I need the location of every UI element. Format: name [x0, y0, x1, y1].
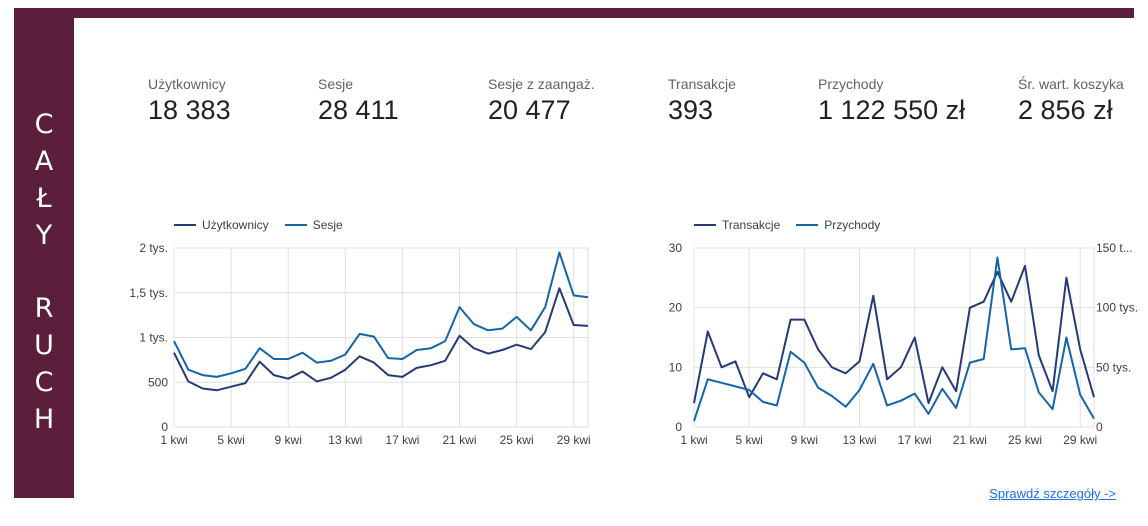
- x-tick-label: 29 kwi: [557, 433, 591, 447]
- kpi-label: Transakcje: [668, 76, 736, 92]
- legend-swatch-revenue: [796, 224, 819, 226]
- x-tick-label: 17 kwi: [898, 433, 932, 447]
- details-link[interactable]: Sprawdź szczegóły ->: [989, 486, 1116, 501]
- side-title-letter: R: [34, 293, 54, 324]
- series-line: [693, 256, 1095, 422]
- kpi-label: Śr. wart. koszyka: [1018, 76, 1124, 92]
- legend-item-revenue: Przychody: [796, 218, 880, 232]
- y-tick-label-left: 30: [669, 241, 683, 255]
- x-tick-label: 9 kwi: [275, 433, 302, 447]
- series-line: [173, 251, 589, 378]
- legend-label-sessions: Sesje: [312, 218, 343, 232]
- kpi-label: Przychody: [818, 76, 884, 92]
- x-tick-label: 9 kwi: [791, 433, 818, 447]
- y-tick-label-left: 20: [669, 301, 683, 315]
- y-tick-label: 2 tys.: [139, 241, 168, 255]
- legend-item-users: Użytkownicy: [174, 218, 269, 232]
- y-tick-label-right: 0: [1096, 420, 1103, 434]
- kpi-card: Użytkownicy 18 383: [148, 76, 231, 126]
- side-title-letter: Ł: [36, 183, 52, 214]
- legend-swatch-transactions: [694, 224, 716, 226]
- kpi-card: Sesje 28 411: [318, 76, 399, 126]
- side-title-letter: H: [33, 404, 55, 435]
- x-tick-label: 1 kwi: [160, 433, 187, 447]
- y-tick-label: 1 tys.: [139, 331, 168, 345]
- kpi-label: Sesje z zaangaż.: [488, 76, 595, 92]
- kpi-card: Transakcje 393: [668, 76, 736, 126]
- kpi-value: 20 477: [488, 95, 571, 125]
- x-tick-label: 21 kwi: [953, 433, 987, 447]
- x-tick-label: 25 kwi: [1008, 433, 1042, 447]
- kpi-value: 393: [668, 95, 714, 125]
- x-tick-label: 25 kwi: [500, 433, 534, 447]
- legend-label-transactions: Transakcje: [722, 218, 781, 232]
- side-title-letter: A: [34, 146, 54, 177]
- kpi-card: Przychody 1 122 550 zł: [818, 76, 965, 126]
- x-tick-label: 1 kwi: [680, 433, 707, 447]
- x-tick-label: 17 kwi: [385, 433, 419, 447]
- legend-swatch-users: [174, 224, 196, 226]
- series-line: [173, 287, 589, 392]
- legend-item-transactions: Transakcje: [694, 218, 780, 232]
- side-title-letter: C: [34, 109, 54, 140]
- top-accent-bar: [14, 8, 1134, 18]
- kpi-value: 2 856 zł: [1018, 95, 1113, 125]
- kpi-value: 18 383: [148, 95, 231, 125]
- side-title-letter: C: [34, 367, 54, 398]
- y-tick-label: 500: [148, 375, 168, 389]
- kpi-label: Użytkownicy: [148, 76, 226, 92]
- kpi-card: Śr. wart. koszyka 2 856 zł: [1018, 76, 1124, 126]
- x-tick-label: 5 kwi: [217, 433, 244, 447]
- kpi-value: 28 411: [318, 95, 399, 125]
- y-tick-label-right: 50 tys.: [1096, 360, 1131, 374]
- x-tick-label: 13 kwi: [843, 433, 877, 447]
- chart2-legend: Transakcje Przychody: [694, 218, 896, 232]
- legend-item-sessions: Sesje: [284, 218, 343, 232]
- plot-area: [693, 247, 1095, 428]
- x-tick-label: 5 kwi: [736, 433, 763, 447]
- chart1-legend: Użytkownicy Sesje: [174, 218, 359, 232]
- side-title-letter: Y: [35, 220, 53, 251]
- side-title-letter: U: [34, 330, 54, 361]
- x-tick-label: 13 kwi: [328, 433, 362, 447]
- legend-label-revenue: Przychody: [824, 218, 881, 232]
- x-tick-label: 21 kwi: [443, 433, 477, 447]
- plot-area: [173, 247, 589, 428]
- y-tick-label: 0: [161, 420, 168, 434]
- kpi-card: Sesje z zaangaż. 20 477: [488, 76, 595, 126]
- y-tick-label: 1,5 tys.: [129, 286, 168, 300]
- legend-label-users: Użytkownicy: [202, 218, 269, 232]
- legend-swatch-sessions: [284, 224, 307, 226]
- y-tick-label-left: 10: [669, 360, 683, 374]
- y-tick-label-right: 100 tys.: [1096, 301, 1138, 315]
- y-tick-label-left: 0: [675, 420, 682, 434]
- y-tick-label-right: 150 t...: [1096, 241, 1133, 255]
- x-tick-label: 29 kwi: [1063, 433, 1097, 447]
- kpi-label: Sesje: [318, 76, 354, 92]
- kpi-value: 1 122 550 zł: [818, 95, 966, 125]
- series-line: [693, 264, 1095, 405]
